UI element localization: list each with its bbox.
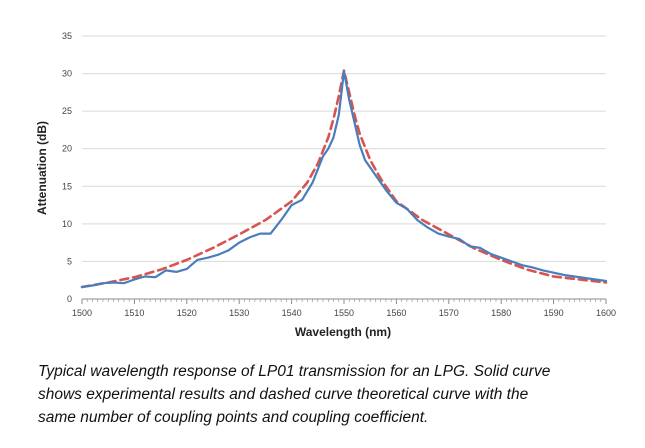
y-axis-label: Attenuation (dB) [35, 121, 49, 215]
y-tick-label-5: 5 [67, 256, 72, 266]
y-tick-label-20: 20 [62, 144, 72, 154]
x-tick-label-1570: 1570 [439, 308, 459, 318]
series-lines [80, 69, 608, 289]
x-tick-label-1540: 1540 [282, 308, 302, 318]
y-tick-label-35: 35 [62, 31, 72, 41]
experimental-curve-line [80, 70, 608, 289]
y-tick-label-15: 15 [62, 181, 72, 191]
y-tick-label-30: 30 [62, 69, 72, 79]
y-tick-label-0: 0 [67, 294, 72, 304]
x-tick-label-1500: 1500 [72, 308, 92, 318]
x-tick-label-1580: 1580 [491, 308, 511, 318]
x-tick-labels: 1500 1510 1520 1530 1540 1550 1560 1570 1580 1590… [72, 308, 616, 318]
x-axis-label: Wavelength (nm) [295, 325, 391, 339]
theoretical-curve-line [80, 69, 608, 289]
x-tick-label-1510: 1510 [124, 308, 144, 318]
x-tick-label-1560: 1560 [386, 308, 406, 318]
axes [81, 298, 607, 304]
x-tick-label-1600: 1600 [596, 308, 616, 318]
caption-line-2: shows experimental results and dashed cu… [38, 386, 529, 403]
y-tick-label-10: 10 [62, 219, 72, 229]
figure-caption: Typical wavelength response of LP01 tran… [38, 360, 638, 429]
x-tick-label-1550: 1550 [334, 308, 354, 318]
x-tick-label-1530: 1530 [229, 308, 249, 318]
x-tick-label-1590: 1590 [544, 308, 564, 318]
y-tick-label-25: 25 [62, 106, 72, 116]
x-tick-label-1520: 1520 [177, 308, 197, 318]
y-tick-labels: 0 5 10 15 20 25 30 35 [62, 31, 72, 304]
caption-line-3: same number of coupling points and coupl… [38, 409, 429, 426]
caption-line-1: Typical wavelength response of LP01 tran… [38, 363, 551, 380]
